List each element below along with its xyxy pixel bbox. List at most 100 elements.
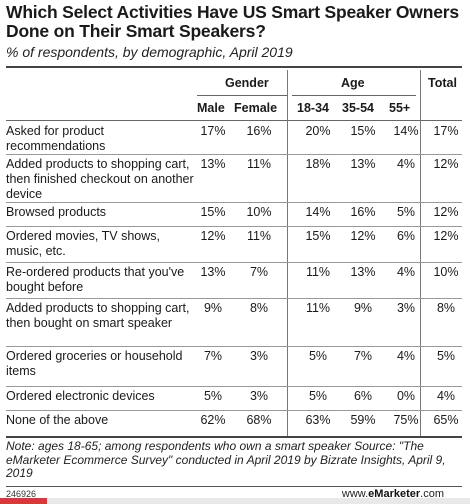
cell-age-35-54: 59% bbox=[350, 413, 376, 427]
cell-total: 5% bbox=[436, 349, 456, 363]
cell-age-55-plus: 4% bbox=[396, 157, 416, 171]
cell-age-55-plus: 0% bbox=[396, 389, 416, 403]
cell-age-35-54: 15% bbox=[350, 124, 376, 138]
gender-group-line bbox=[197, 95, 287, 96]
cell-male: 5% bbox=[203, 389, 223, 403]
row-label: Added products to shopping cart, then fi… bbox=[6, 157, 194, 201]
header-age-55-plus: 55+ bbox=[389, 101, 411, 115]
cell-age-35-54: 6% bbox=[353, 389, 373, 403]
table-row: Added products to shopping cart, then fi… bbox=[6, 155, 462, 203]
column-divider-gender bbox=[287, 70, 288, 436]
cell-female: 8% bbox=[249, 301, 269, 315]
cell-age-35-54: 12% bbox=[350, 229, 376, 243]
row-divider bbox=[6, 298, 462, 299]
row-divider bbox=[6, 386, 462, 387]
row-label: Asked for product recommendations bbox=[6, 124, 106, 153]
cell-female: 7% bbox=[249, 265, 269, 279]
cell-age-18-34: 11% bbox=[305, 265, 331, 279]
chart-title: Which Select Activities Have US Smart Sp… bbox=[6, 2, 459, 41]
footer-rule bbox=[6, 486, 462, 487]
header-age-18-34: 18-34 bbox=[297, 101, 329, 115]
cell-total: 10% bbox=[433, 265, 459, 279]
cell-age-55-plus: 4% bbox=[396, 265, 416, 279]
header-male: Male bbox=[197, 101, 225, 115]
cell-female: 68% bbox=[246, 413, 272, 427]
cell-age-18-34: 20% bbox=[305, 124, 331, 138]
table-row: Added products to shopping cart, then bo… bbox=[6, 299, 462, 347]
cell-male: 7% bbox=[203, 349, 223, 363]
cell-age-18-34: 11% bbox=[305, 301, 331, 315]
chart-id: 246926 bbox=[6, 489, 37, 499]
header-female: Female bbox=[234, 101, 278, 115]
header-age: Age bbox=[341, 76, 365, 90]
cell-male: 62% bbox=[200, 413, 226, 427]
cell-age-35-54: 13% bbox=[350, 157, 376, 171]
table-row: Browsed products 15% 10% 14% 16% 5% 12% bbox=[6, 203, 462, 227]
table-row: Ordered movies, TV shows, music, etc. 12… bbox=[6, 227, 462, 263]
source-note: Note: ages 18-65; among respondents who … bbox=[6, 439, 446, 480]
site-credit: www.eMarketer.com bbox=[342, 488, 444, 500]
cell-male: 15% bbox=[200, 205, 226, 219]
row-label: Ordered groceries or household items bbox=[6, 349, 183, 378]
cell-age-18-34: 18% bbox=[305, 157, 331, 171]
site-prefix: www. bbox=[341, 488, 369, 500]
row-divider bbox=[6, 202, 462, 203]
cell-male: 9% bbox=[203, 301, 223, 315]
age-group-line bbox=[292, 95, 416, 96]
cell-female: 3% bbox=[249, 349, 269, 363]
row-divider bbox=[6, 410, 462, 411]
row-divider bbox=[6, 262, 462, 263]
top-rule bbox=[6, 66, 462, 68]
cell-female: 16% bbox=[246, 124, 272, 138]
column-divider-total bbox=[420, 70, 421, 436]
row-divider bbox=[6, 154, 462, 155]
table-row: Re-ordered products that you've bought b… bbox=[6, 263, 462, 299]
cell-age-55-plus: 6% bbox=[396, 229, 416, 243]
row-divider bbox=[6, 346, 462, 347]
cell-age-55-plus: 3% bbox=[396, 301, 416, 315]
cell-age-55-plus: 4% bbox=[396, 349, 416, 363]
cell-age-35-54: 13% bbox=[350, 265, 376, 279]
bottom-rule bbox=[6, 436, 462, 438]
cell-age-35-54: 7% bbox=[353, 349, 373, 363]
row-label: Re-ordered products that you've bought b… bbox=[6, 265, 185, 294]
cell-male: 12% bbox=[200, 229, 226, 243]
cell-female: 11% bbox=[246, 157, 272, 171]
cell-age-35-54: 16% bbox=[350, 205, 376, 219]
row-divider bbox=[6, 226, 462, 227]
row-label: None of the above bbox=[6, 413, 109, 427]
cell-female: 10% bbox=[246, 205, 272, 219]
table-row: Ordered electronic devices 5% 3% 5% 6% 0… bbox=[6, 387, 462, 411]
row-label: Browsed products bbox=[6, 205, 107, 219]
header-gender: Gender bbox=[225, 76, 269, 90]
cell-total: 17% bbox=[433, 124, 459, 138]
cell-total: 12% bbox=[433, 229, 459, 243]
cell-age-18-34: 15% bbox=[305, 229, 331, 243]
cell-age-55-plus: 5% bbox=[396, 205, 416, 219]
cell-age-18-34: 14% bbox=[305, 205, 331, 219]
cell-age-55-plus: 75% bbox=[393, 413, 419, 427]
cell-total: 8% bbox=[436, 301, 456, 315]
row-label: Ordered electronic devices bbox=[6, 389, 155, 403]
header-age-35-54: 35-54 bbox=[342, 101, 374, 115]
bottom-crop-bar bbox=[0, 498, 470, 504]
cell-female: 11% bbox=[246, 229, 272, 243]
cell-total: 65% bbox=[433, 413, 459, 427]
cell-female: 3% bbox=[249, 389, 269, 403]
cell-total: 12% bbox=[433, 205, 459, 219]
cell-age-35-54: 9% bbox=[353, 301, 373, 315]
cell-age-18-34: 5% bbox=[308, 349, 328, 363]
header-total: Total bbox=[428, 76, 457, 90]
header-bottom-rule bbox=[6, 120, 462, 121]
table-row: None of the above 62% 68% 63% 59% 75% 65… bbox=[6, 411, 462, 436]
cell-age-18-34: 5% bbox=[308, 389, 328, 403]
cell-total: 4% bbox=[436, 389, 456, 403]
table-row: Ordered groceries or household items 7% … bbox=[6, 347, 462, 387]
cell-total: 12% bbox=[433, 157, 459, 171]
row-label: Added products to shopping cart, then bo… bbox=[6, 301, 190, 330]
cell-age-18-34: 63% bbox=[305, 413, 331, 427]
cell-male: 13% bbox=[200, 157, 226, 171]
cell-male: 17% bbox=[200, 124, 226, 138]
cell-male: 13% bbox=[200, 265, 226, 279]
chart-subtitle: % of respondents, by demographic, April … bbox=[6, 44, 293, 60]
